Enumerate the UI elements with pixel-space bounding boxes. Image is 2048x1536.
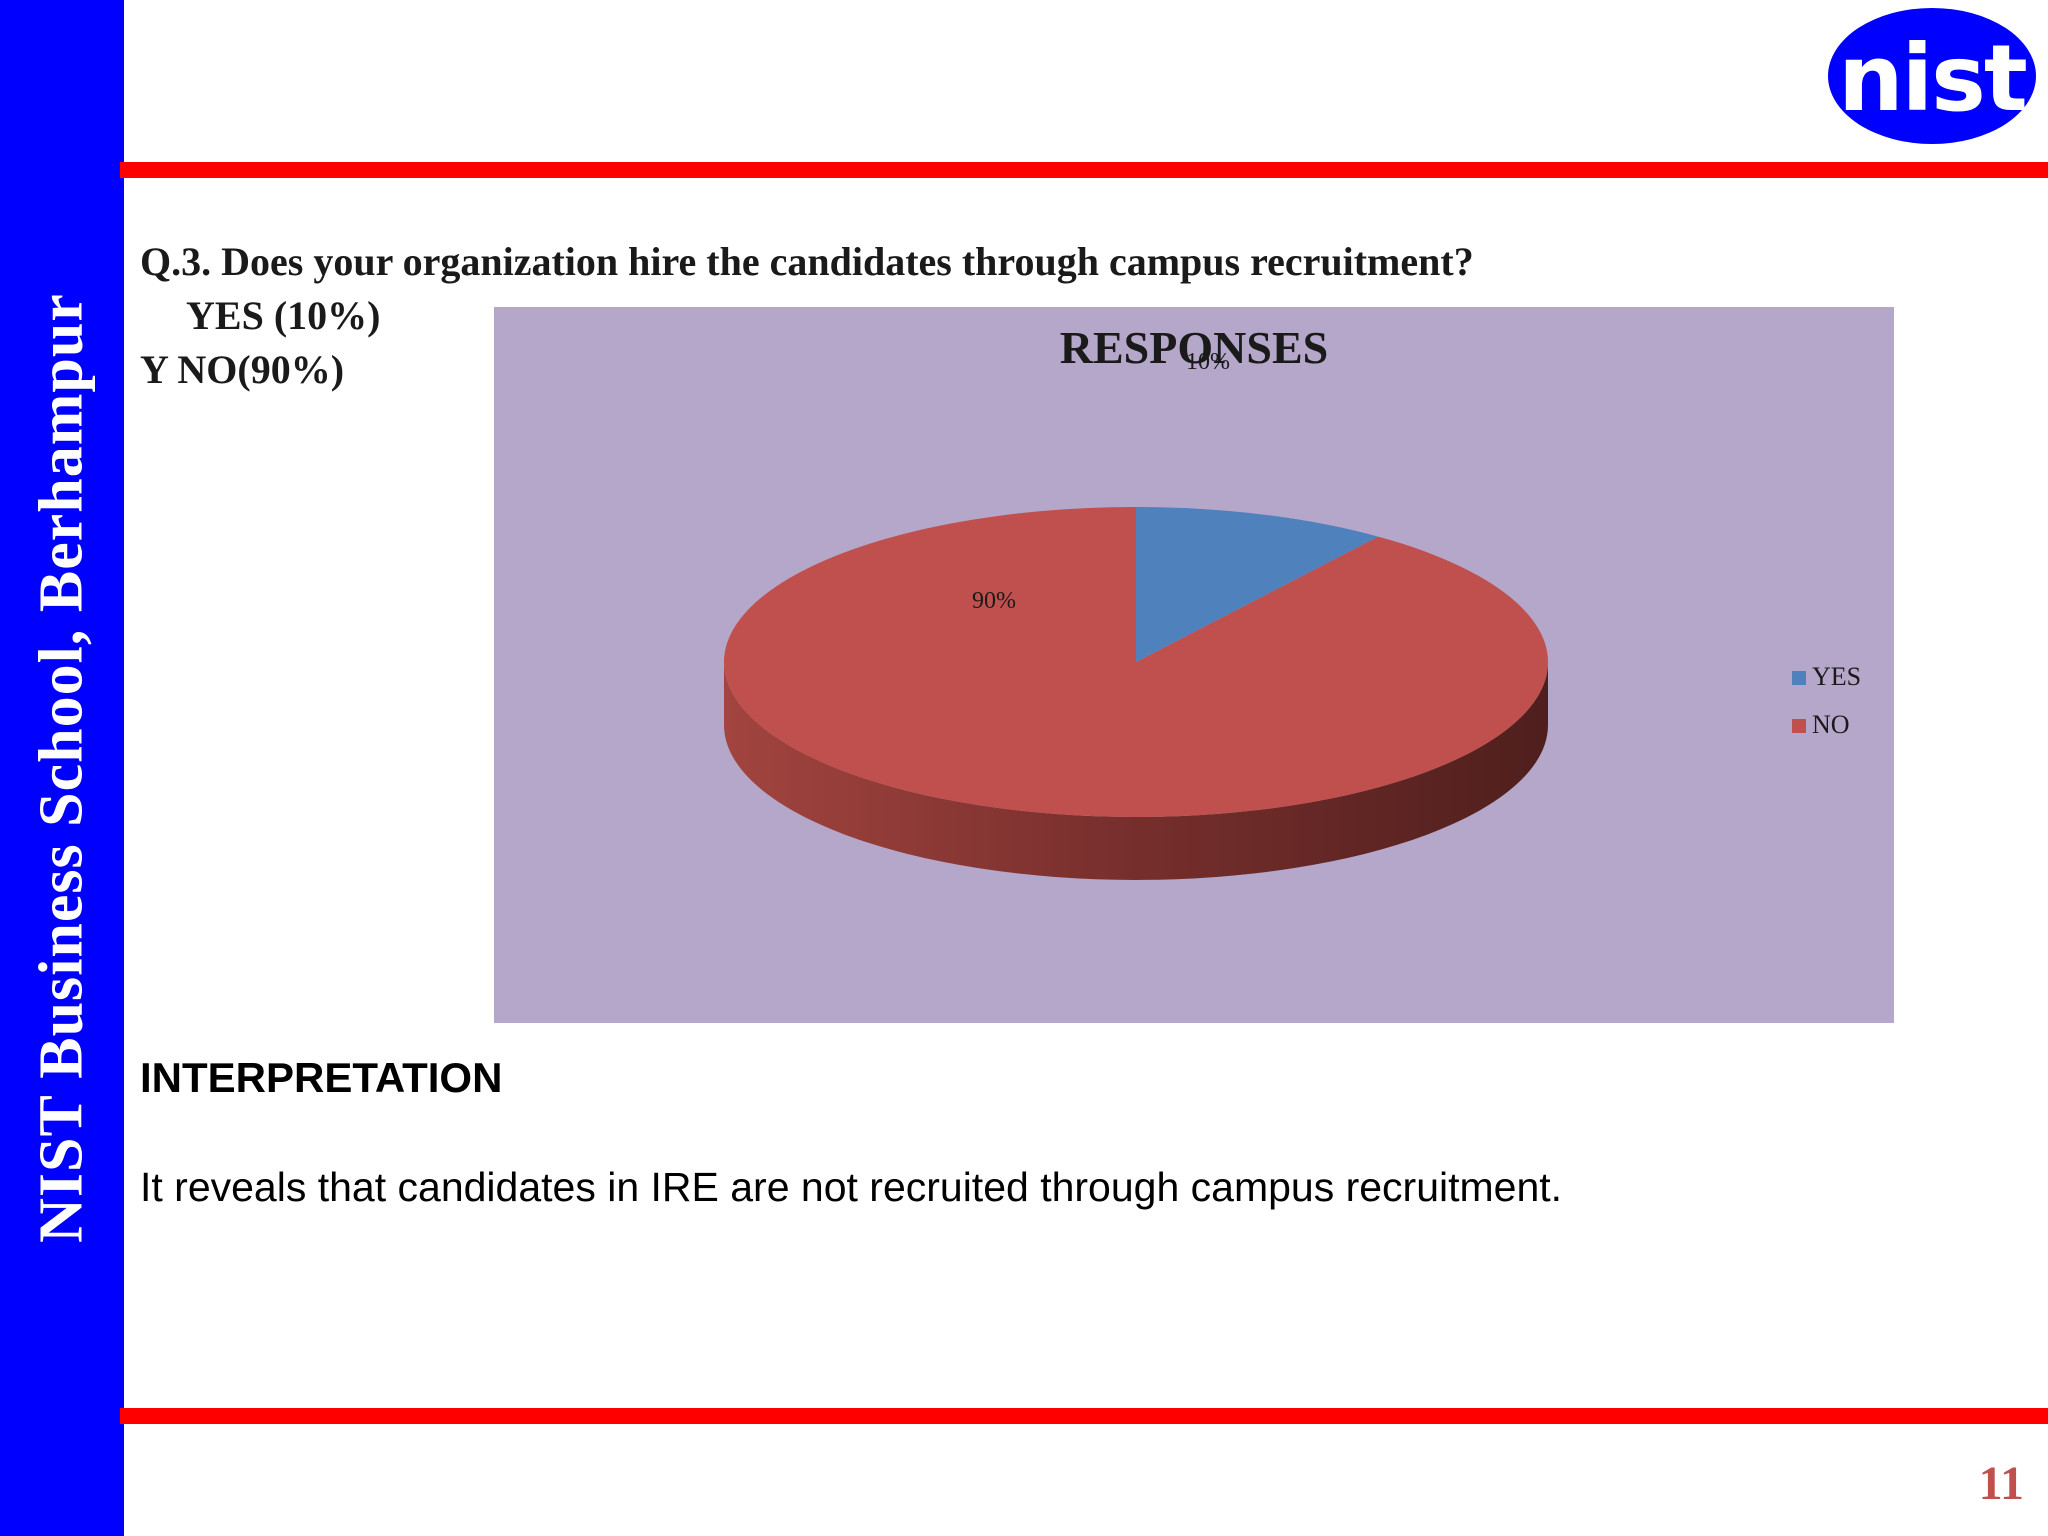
answer-no: Y NO(90%) [140, 347, 345, 392]
legend-label-no: NO [1812, 710, 1850, 739]
answer-yes: YES (10%) [186, 293, 381, 338]
sidebar-title: NIST Business School, Berhampur [27, 293, 96, 1243]
pie-slice-yes [1136, 507, 1379, 662]
legend-label-yes: YES [1812, 662, 1861, 691]
data-label-no: 90% [972, 588, 1016, 614]
chart-title: RESPONSES [1060, 322, 1328, 373]
legend-swatch-yes [1792, 671, 1806, 685]
question-text: Q.3. Does your organization hire the can… [140, 239, 1474, 284]
chart-area: RESPONSES 10% 90% YES NO [494, 307, 1894, 1023]
bottom-divider [120, 1408, 2048, 1424]
interpretation-text: It reveals that candidates in IRE are no… [140, 1164, 1563, 1210]
logo-text: nist [1838, 25, 2026, 132]
legend-swatch-no [1792, 719, 1806, 733]
pie-side-wall [724, 662, 1548, 880]
top-divider [120, 162, 2048, 178]
pie-chart: RESPONSES 10% 90% YES NO [724, 322, 1861, 880]
sidebar: NIST Business School, Berhampur [0, 0, 124, 1536]
pie-slice-no [724, 507, 1549, 817]
nist-logo: nist [1826, 6, 2038, 146]
data-label-yes: 10% [1186, 349, 1230, 375]
page-number: 11 [1978, 1457, 2024, 1510]
interpretation-heading: INTERPRETATION [140, 1054, 503, 1101]
